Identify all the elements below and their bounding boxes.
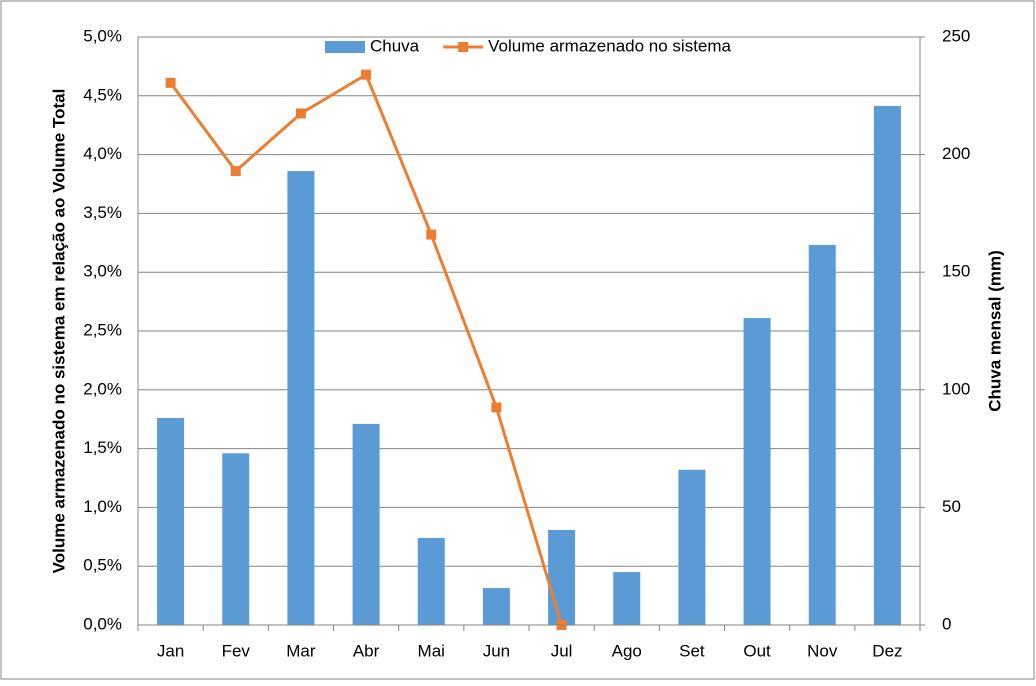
line-marker <box>230 166 241 177</box>
y-tick-label: 1,0% <box>83 497 122 516</box>
x-tick-label: Set <box>679 641 705 660</box>
bar <box>482 588 510 625</box>
x-tick-label: Jun <box>483 641 510 660</box>
legend-label: Chuva <box>370 36 420 55</box>
y2-tick-label: 150 <box>942 262 970 281</box>
bar <box>352 423 380 625</box>
line-marker <box>361 69 372 80</box>
y-tick-label: 2,0% <box>83 379 122 398</box>
bar <box>417 537 445 625</box>
y-tick-label: 0,0% <box>83 614 122 633</box>
y2-axis-label: Chuva mensal (mm) <box>985 250 1004 412</box>
x-tick-label: Nov <box>807 641 838 660</box>
y2-tick-label: 200 <box>942 144 970 163</box>
line-marker <box>426 229 437 240</box>
y2-tick-label: 0 <box>942 614 951 633</box>
bar <box>613 572 641 625</box>
bar <box>287 171 315 625</box>
y-tick-label: 1,5% <box>83 438 122 457</box>
y2-tick-label: 50 <box>942 497 961 516</box>
line-marker <box>295 108 306 119</box>
y-tick-label: 5,0% <box>83 26 122 45</box>
line-marker <box>491 402 502 413</box>
x-tick-label: Jan <box>157 641 184 660</box>
legend-swatch <box>458 42 469 52</box>
x-tick-label: Jul <box>551 641 573 660</box>
y-tick-label: 3,5% <box>83 203 122 222</box>
x-tick-label: Ago <box>612 641 642 660</box>
x-tick-label: Out <box>743 641 771 660</box>
y2-tick-label: 100 <box>942 379 970 398</box>
bar <box>873 105 901 626</box>
x-tick-label: Dez <box>872 641 902 660</box>
legend-swatch <box>325 41 365 53</box>
y2-tick-label: 250 <box>942 26 970 45</box>
bar <box>157 418 185 625</box>
bar <box>743 318 771 625</box>
legend-label: Volume armazenado no sistema <box>488 36 731 55</box>
y-tick-label: 4,5% <box>83 85 122 104</box>
y-tick-label: 2,5% <box>83 320 122 339</box>
x-tick-label: Abr <box>353 641 380 660</box>
y-axis-label: Volume armazenado no sistema em relação … <box>49 89 68 574</box>
bar <box>678 469 706 625</box>
y-tick-label: 4,0% <box>83 144 122 163</box>
y-tick-label: 0,5% <box>83 556 122 575</box>
line-marker <box>165 77 176 88</box>
bar <box>222 453 250 625</box>
x-tick-label: Mar <box>286 641 316 660</box>
x-tick-label: Mai <box>418 641 445 660</box>
y-tick-label: 3,0% <box>83 262 122 281</box>
bar <box>548 529 576 625</box>
x-tick-label: Fev <box>222 641 251 660</box>
bar <box>808 244 836 625</box>
